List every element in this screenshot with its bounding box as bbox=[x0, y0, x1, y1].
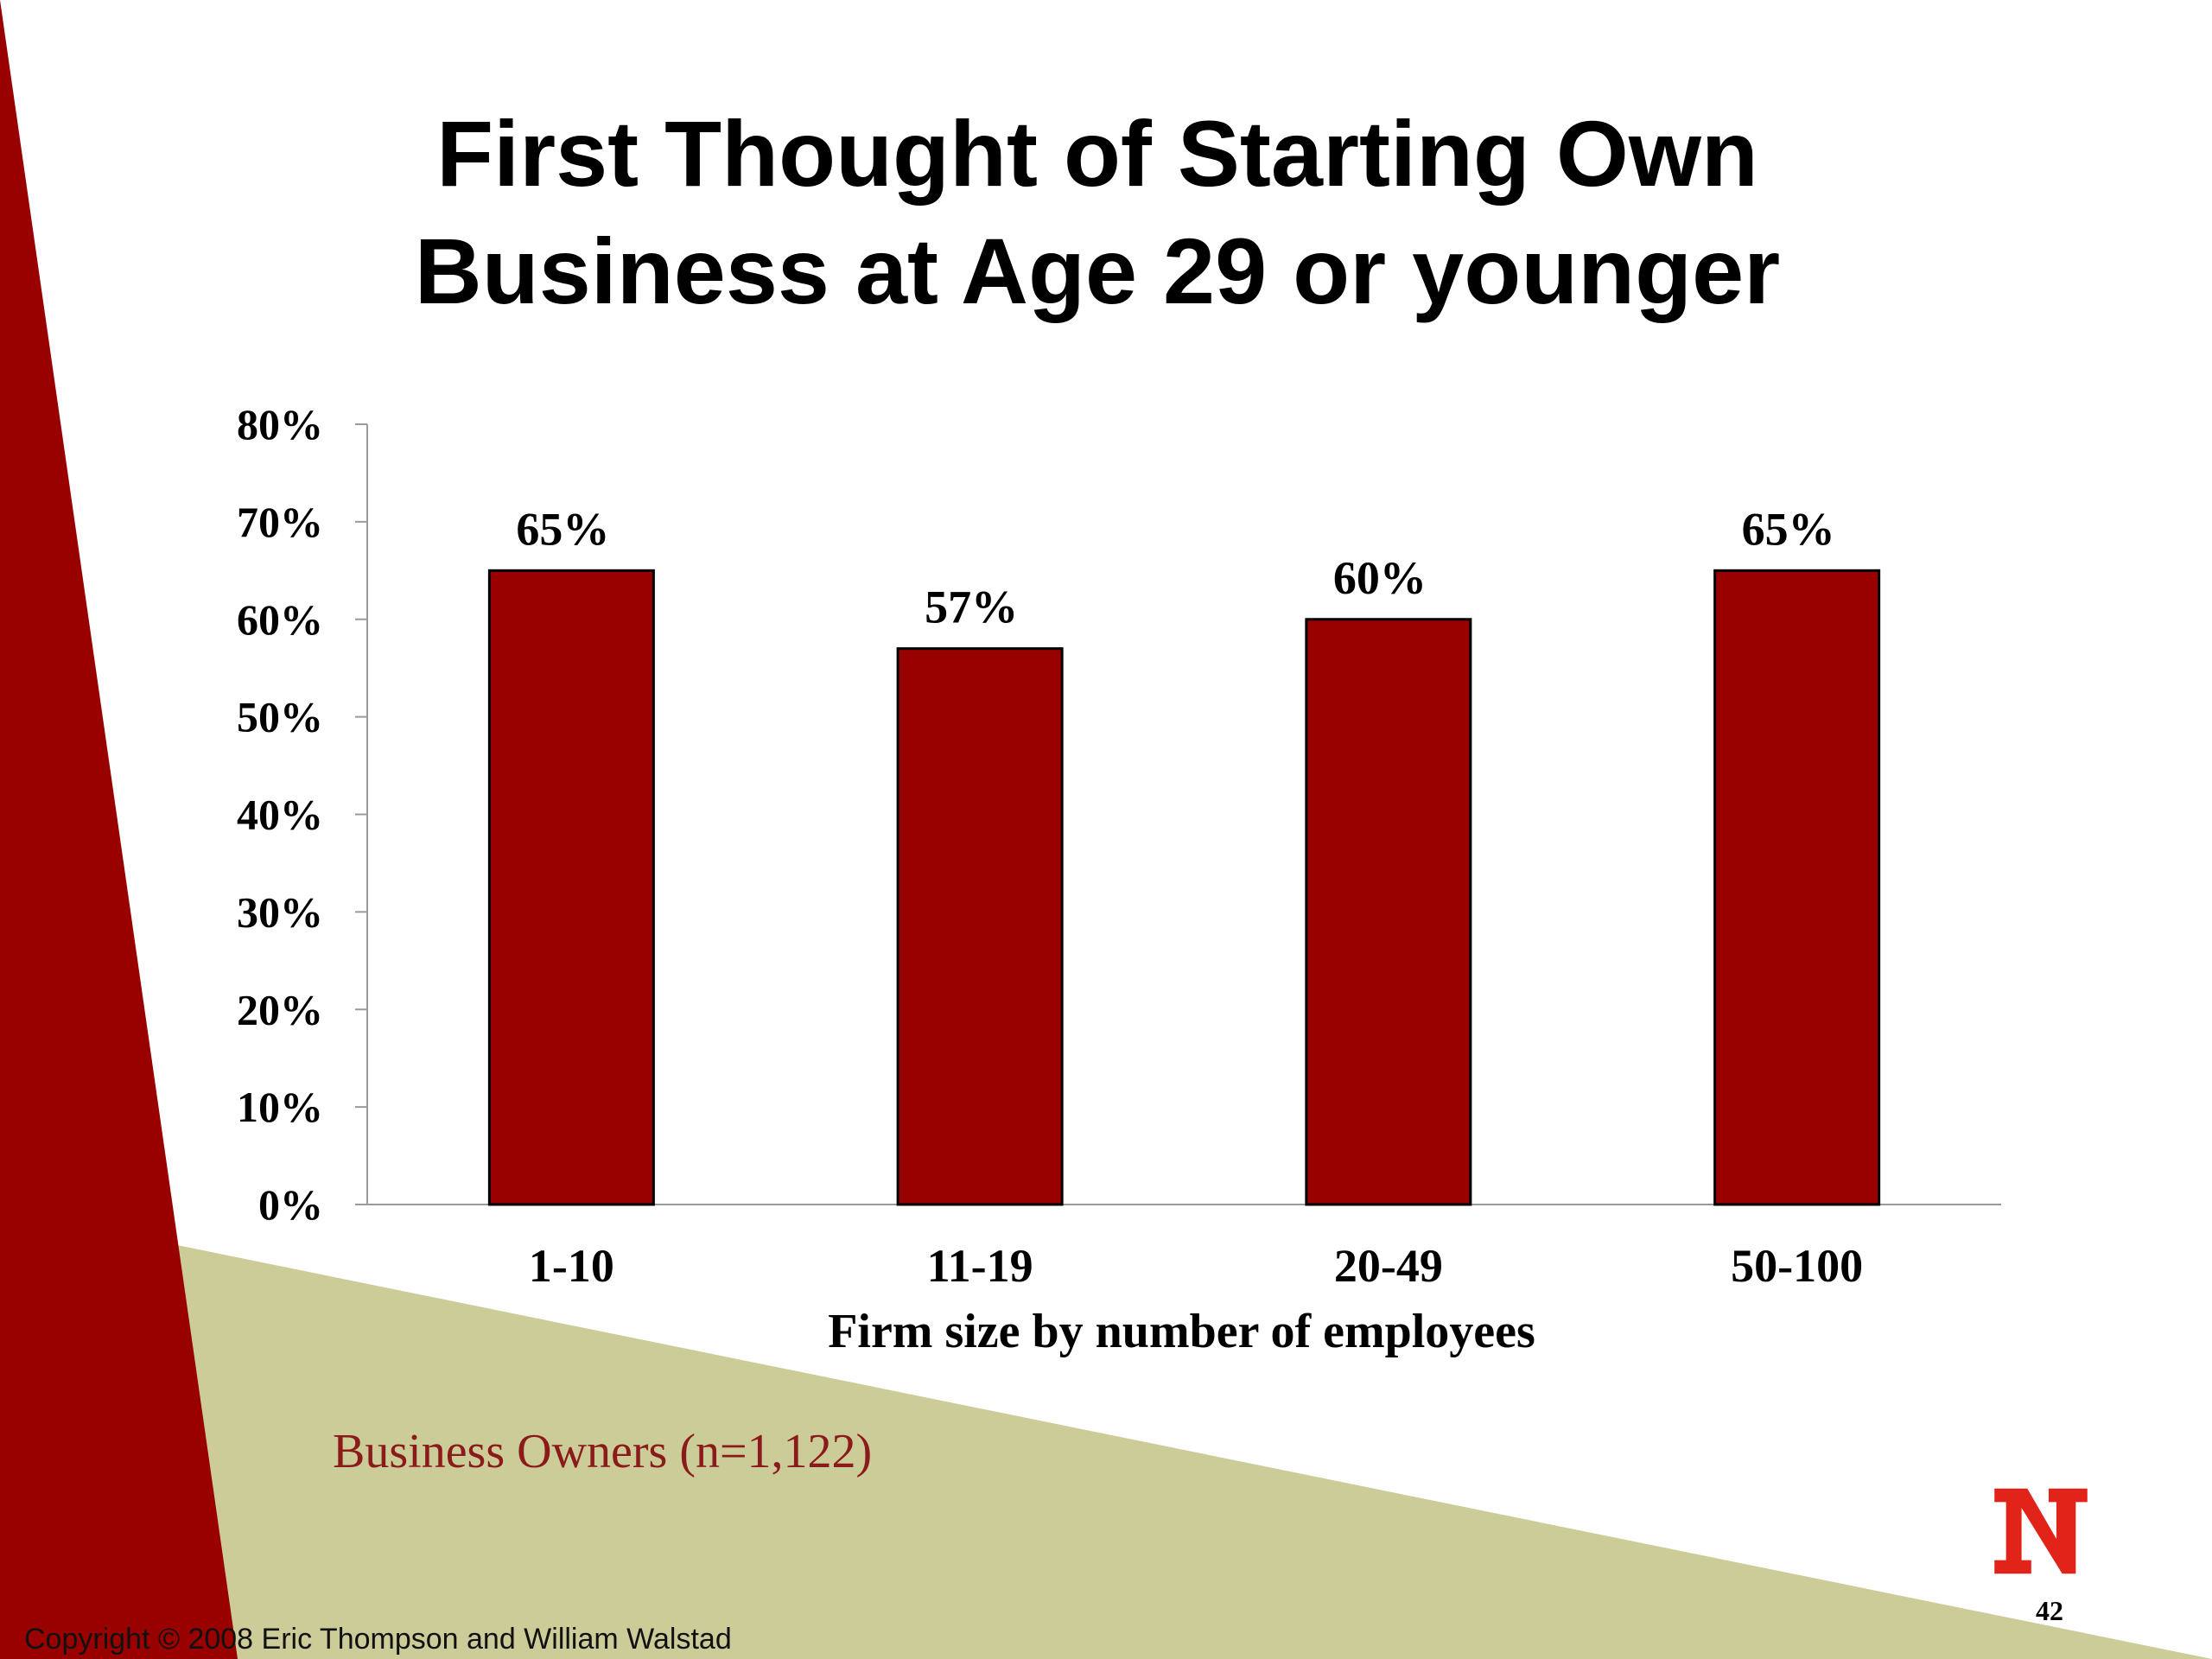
x-axis-label: Firm size by number of employees bbox=[828, 1305, 1535, 1358]
y-tick-label: 10% bbox=[237, 1083, 323, 1131]
slide-title-line-1: First Thought of Starting Own bbox=[436, 101, 1758, 206]
y-tick-label: 30% bbox=[237, 887, 323, 936]
khaki-wedge bbox=[173, 1244, 2212, 1659]
y-tick-label: 60% bbox=[237, 595, 323, 644]
x-tick-label: 20-49 bbox=[1334, 1240, 1443, 1292]
red-wedge bbox=[0, 0, 238, 1659]
y-tick-label: 70% bbox=[237, 498, 323, 546]
y-tick-label: 20% bbox=[237, 985, 323, 1033]
bar bbox=[1305, 618, 1472, 1206]
y-tick-label: 40% bbox=[237, 791, 323, 839]
page-number: 42 bbox=[2036, 1595, 2063, 1626]
data-label: 60% bbox=[1333, 552, 1427, 604]
sample-note: Business Owners (n=1,122) bbox=[333, 1425, 873, 1478]
y-tick-label: 0% bbox=[258, 1180, 323, 1229]
bar bbox=[896, 647, 1064, 1206]
slide-title-line-2: Business at Age 29 or younger bbox=[414, 219, 1781, 323]
y-tick-label: 80% bbox=[237, 400, 323, 448]
x-tick-label: 11-19 bbox=[927, 1240, 1033, 1292]
data-label: 57% bbox=[925, 582, 1018, 633]
y-tick-label: 50% bbox=[237, 693, 323, 741]
slide-title: First Thought of Starting Own Business a… bbox=[259, 95, 1936, 330]
plot-area: 0% 10% 20% 30% 40% 50% 60% 70% 80% 65% 1-10 57% 11-1… bbox=[237, 400, 2001, 1358]
nebraska-n-logo-icon bbox=[1994, 1488, 2088, 1574]
data-label: 65% bbox=[516, 503, 609, 555]
x-tick-label: 1-10 bbox=[529, 1240, 614, 1292]
data-label: 65% bbox=[1742, 503, 1835, 555]
bar bbox=[1713, 569, 1881, 1206]
x-tick-label: 50-100 bbox=[1731, 1240, 1863, 1292]
bar bbox=[487, 569, 655, 1206]
copyright-text: Copyright © 2008 Eric Thompson and Willi… bbox=[24, 1623, 732, 1656]
